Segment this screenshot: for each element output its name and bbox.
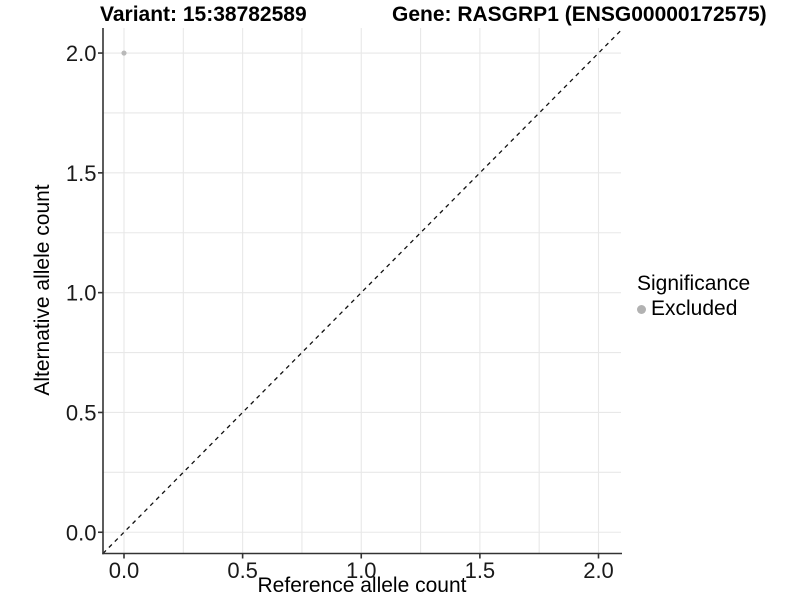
legend-title: Significance <box>637 272 751 295</box>
excluded-point-icon <box>637 304 646 314</box>
variant-title: Variant: 15:38782589 <box>100 3 307 26</box>
x-tick-label: 0.5 <box>227 558 258 583</box>
y-tick-label: 1.0 <box>66 281 97 306</box>
identity-dashed-line <box>102 29 622 554</box>
x-tick-label: 1.0 <box>346 558 377 583</box>
x-tick-label: 0.0 <box>109 558 140 583</box>
x-tick-label: 2.0 <box>583 558 614 583</box>
legend: Significance Excluded <box>637 272 750 321</box>
y-axis-title: Alternative allele count <box>31 184 54 396</box>
y-tick-label: 2.0 <box>66 41 97 66</box>
y-tick-label: 0.0 <box>66 520 97 545</box>
x-tick-label: 1.5 <box>465 558 496 583</box>
x-axis-title: Reference allele count <box>257 574 467 597</box>
gene-title: Gene: RASGRP1 (ENSG00000172575) <box>392 3 767 26</box>
legend-entry-excluded: Excluded <box>637 297 750 321</box>
legend-entry-label: Excluded <box>651 297 738 321</box>
y-tick-label: 0.5 <box>66 400 97 425</box>
data-point-excluded <box>121 50 127 56</box>
y-tick-label: 1.5 <box>66 161 97 186</box>
